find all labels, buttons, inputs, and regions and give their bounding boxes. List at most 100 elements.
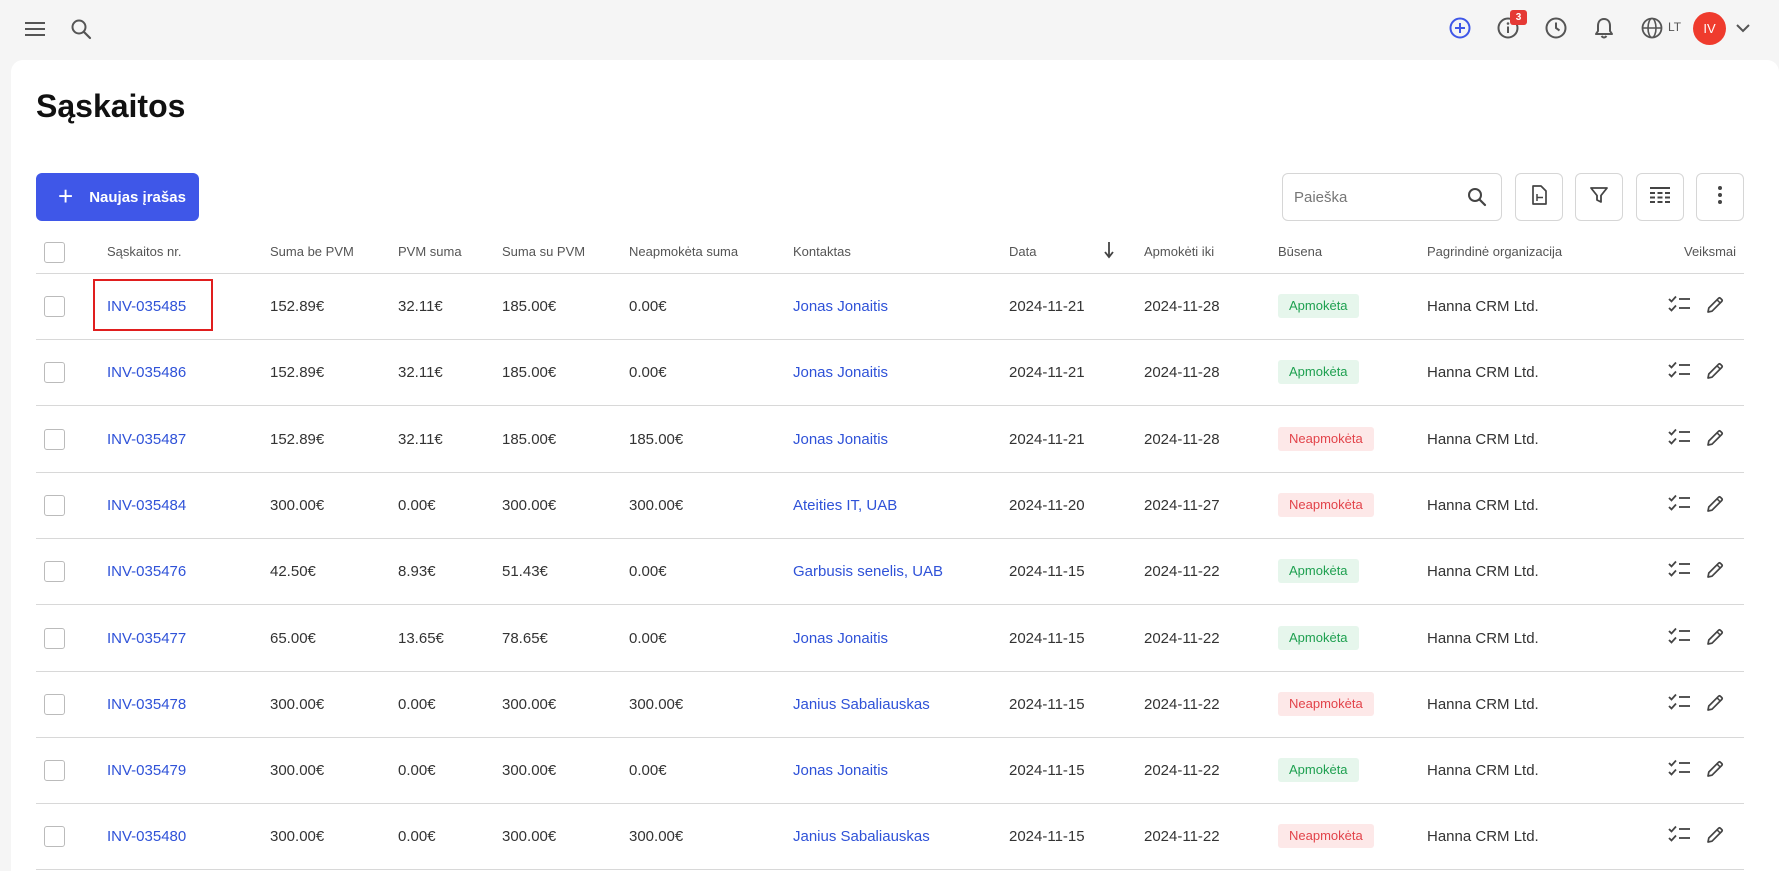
table-row[interactable]: INV-035477 65.00€ 13.65€ 78.65€ 0.00€ Jonas J… [36, 606, 1744, 672]
contact-link[interactable]: Jonas Jonaitis [793, 762, 889, 780]
checklist-icon[interactable] [1668, 560, 1692, 585]
chevron-down-icon[interactable] [1728, 13, 1758, 43]
menu-icon[interactable] [21, 14, 51, 44]
checklist-icon[interactable] [1668, 295, 1692, 320]
column-header-unpaid[interactable]: Neapmokėta suma [629, 244, 739, 259]
unpaid-amount: 0.00€ [629, 563, 667, 581]
globe-icon[interactable] [1637, 13, 1667, 43]
checklist-icon[interactable] [1668, 428, 1692, 453]
due-date: 2024-11-22 [1144, 563, 1220, 581]
invoice-number-link[interactable]: INV-035480 [107, 828, 187, 846]
checklist-icon[interactable] [1668, 825, 1692, 850]
new-record-label: Naujas įrašas [89, 188, 186, 206]
contact-link[interactable]: Garbusis senelis, UAB [793, 563, 944, 581]
select-all-checkbox[interactable] [44, 242, 65, 263]
table-row[interactable]: INV-035486 152.89€ 32.11€ 185.00€ 0.00€ Jonas… [36, 340, 1744, 407]
row-checkbox[interactable] [44, 760, 65, 782]
vat-amount: 0.00€ [398, 695, 436, 713]
row-checkbox[interactable] [44, 428, 65, 450]
unpaid-amount: 185.00€ [629, 430, 684, 448]
vat-amount: 0.00€ [398, 496, 436, 514]
edit-pencil-icon[interactable] [1705, 494, 1725, 519]
search-field[interactable] [1282, 173, 1502, 221]
info-icon[interactable] [1493, 13, 1523, 43]
contact-link[interactable]: Jonas Jonaitis [793, 629, 889, 647]
net-amount: 42.50€ [270, 563, 316, 581]
column-header-net[interactable]: Suma be PVM [270, 244, 354, 259]
edit-pencil-icon[interactable] [1705, 627, 1725, 652]
net-amount: 300.00€ [270, 496, 325, 514]
invoice-number-link[interactable]: INV-035478 [107, 695, 187, 713]
checklist-icon[interactable] [1668, 627, 1692, 652]
unpaid-amount: 0.00€ [629, 629, 667, 647]
contact-link[interactable]: Jonas Jonaitis [793, 298, 889, 315]
row-checkbox[interactable] [44, 296, 65, 317]
column-header-status[interactable]: Būsena [1278, 244, 1323, 259]
table-row[interactable]: INV-035478 300.00€ 0.00€ 300.00€ 300.00€ Jani… [36, 672, 1744, 738]
edit-pencil-icon[interactable] [1705, 361, 1725, 386]
edit-pencil-icon[interactable] [1705, 428, 1725, 453]
column-header-number[interactable]: Sąskaitos nr. [107, 244, 182, 259]
language-label[interactable]: LT [1668, 20, 1682, 34]
table-row[interactable]: INV-035480 300.00€ 0.00€ 300.00€ 300.00€ Jani… [36, 804, 1744, 871]
column-header-due[interactable]: Apmokėti iki [1144, 244, 1215, 259]
gross-amount: 300.00€ [502, 695, 557, 713]
row-checkbox[interactable] [44, 826, 65, 848]
invoice-date: 2024-11-21 [1009, 298, 1085, 315]
bell-icon[interactable] [1589, 13, 1619, 43]
export-button[interactable] [1515, 173, 1563, 221]
row-checkbox[interactable] [44, 693, 65, 715]
row-checkbox[interactable] [44, 627, 65, 649]
gross-amount: 185.00€ [502, 298, 557, 315]
sort-descending-icon[interactable] [1103, 241, 1115, 262]
column-header-gross[interactable]: Suma su PVM [502, 244, 586, 259]
table-row[interactable]: INV-035484 300.00€ 0.00€ 300.00€ 300.00€ Atei… [36, 473, 1744, 539]
clock-icon[interactable] [1541, 13, 1571, 43]
filter-button[interactable] [1575, 173, 1623, 221]
column-header-date[interactable]: Data [1009, 244, 1037, 259]
more-options-button[interactable] [1696, 173, 1744, 221]
checklist-icon[interactable] [1668, 759, 1692, 784]
edit-pencil-icon[interactable] [1705, 560, 1725, 585]
contact-link[interactable]: Jonas Jonaitis [793, 430, 889, 448]
contact-link[interactable]: Jonas Jonaitis [793, 364, 889, 382]
column-header-vat[interactable]: PVM suma [398, 244, 462, 259]
column-header-org[interactable]: Pagrindinė organizacija [1427, 244, 1563, 259]
table-row[interactable]: INV-035487 152.89€ 32.11€ 185.00€ 185.00€ Jon… [36, 407, 1744, 473]
new-record-button[interactable]: + Naujas įrašas [36, 173, 199, 221]
status-badge: Neapmokėta [1278, 824, 1374, 849]
row-checkbox[interactable] [44, 561, 65, 583]
user-avatar[interactable]: IV [1693, 12, 1726, 45]
invoice-number-link[interactable]: INV-035487 [107, 430, 187, 448]
table-row[interactable]: INV-035479 300.00€ 0.00€ 300.00€ 0.00€ Jonas … [36, 738, 1744, 805]
edit-pencil-icon[interactable] [1705, 825, 1725, 850]
invoice-number-link[interactable]: INV-035477 [107, 629, 187, 647]
organization-name: Hanna CRM Ltd. [1427, 828, 1539, 846]
row-checkbox[interactable] [44, 362, 65, 384]
edit-pencil-icon[interactable] [1705, 759, 1725, 784]
invoice-number-link[interactable]: INV-035479 [107, 762, 187, 780]
edit-pencil-icon[interactable] [1705, 693, 1725, 718]
checklist-icon[interactable] [1668, 361, 1692, 386]
invoice-number-link[interactable]: INV-035486 [107, 364, 187, 382]
invoice-number-link[interactable]: INV-035485 [107, 298, 187, 315]
search-icon[interactable] [1467, 187, 1487, 212]
add-circle-icon[interactable] [1445, 13, 1475, 43]
checklist-icon[interactable] [1668, 494, 1692, 519]
table-row[interactable]: INV-035476 42.50€ 8.93€ 51.43€ 0.00€ Garbusis… [36, 539, 1744, 606]
invoice-number-link[interactable]: INV-035484 [107, 496, 187, 514]
contact-link[interactable]: Janius Sabaliauskas [793, 695, 930, 713]
search-input[interactable] [1283, 188, 1453, 206]
contact-link[interactable]: Ateities IT, UAB [793, 496, 898, 514]
contact-link[interactable]: Janius Sabaliauskas [793, 828, 930, 846]
edit-pencil-icon[interactable] [1705, 295, 1725, 320]
checklist-icon[interactable] [1668, 693, 1692, 718]
unpaid-amount: 300.00€ [629, 496, 684, 514]
gross-amount: 185.00€ [502, 364, 557, 382]
search-icon[interactable] [66, 14, 96, 44]
row-checkbox[interactable] [44, 494, 65, 516]
column-header-contact[interactable]: Kontaktas [793, 244, 851, 259]
invoice-number-link[interactable]: INV-035476 [107, 563, 187, 581]
table-row[interactable]: INV-035485 152.89€ 32.11€ 185.00€ 0.00€ Jonas… [36, 274, 1744, 340]
columns-button[interactable] [1636, 173, 1684, 221]
